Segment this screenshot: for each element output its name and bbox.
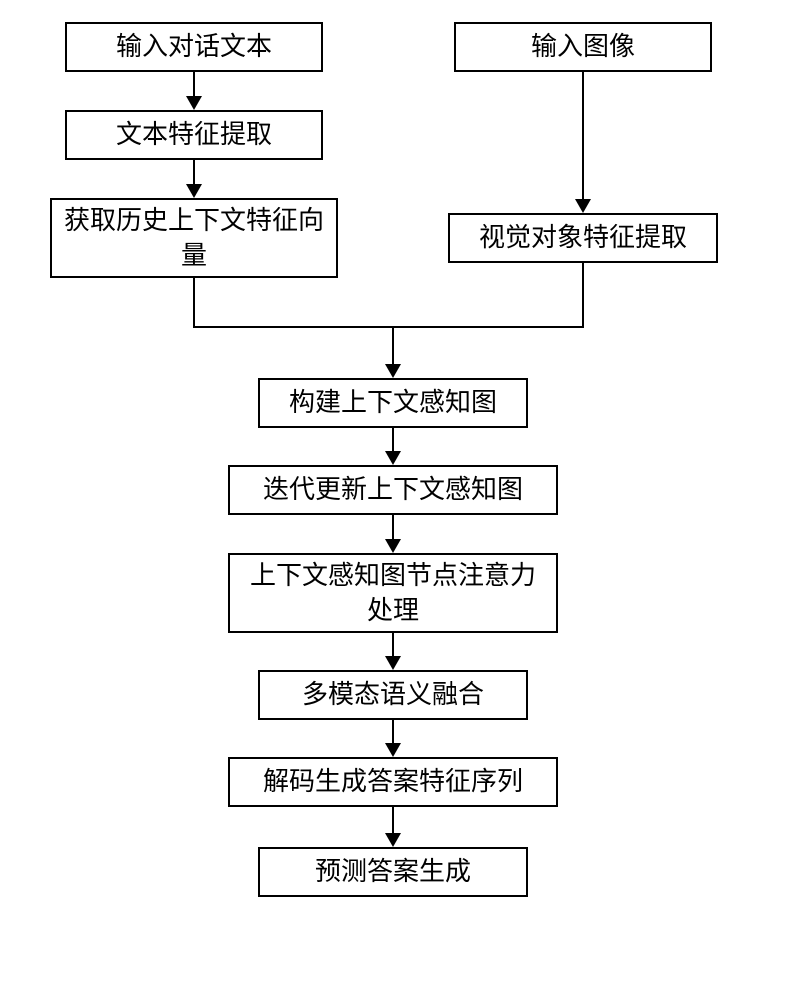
edge-arrowhead bbox=[385, 364, 401, 378]
edge-line bbox=[193, 326, 584, 328]
edge-arrowhead bbox=[385, 656, 401, 670]
node-build-context-graph: 构建上下文感知图 bbox=[258, 378, 528, 428]
edge-arrowhead bbox=[186, 96, 202, 110]
node-label: 文本特征提取 bbox=[116, 117, 272, 152]
node-visual-object-feature: 视觉对象特征提取 bbox=[448, 213, 718, 263]
edge-line bbox=[582, 72, 584, 199]
node-label: 输入对话文本 bbox=[116, 29, 272, 64]
edge-arrowhead bbox=[186, 184, 202, 198]
edge-line bbox=[392, 428, 394, 451]
node-label: 获取历史上下文特征向量 bbox=[60, 203, 328, 273]
edge-line bbox=[392, 326, 394, 364]
node-decode-answer-sequence: 解码生成答案特征序列 bbox=[228, 757, 558, 807]
node-label: 预测答案生成 bbox=[315, 854, 471, 889]
node-label: 输入图像 bbox=[531, 29, 635, 64]
edge-line bbox=[392, 720, 394, 743]
node-label: 多模态语义融合 bbox=[302, 677, 484, 712]
node-label: 迭代更新上下文感知图 bbox=[263, 472, 523, 507]
node-predict-answer: 预测答案生成 bbox=[258, 847, 528, 897]
node-label: 解码生成答案特征序列 bbox=[263, 764, 523, 799]
node-label: 视觉对象特征提取 bbox=[479, 220, 687, 255]
edge-line bbox=[193, 72, 195, 96]
node-history-context-vector: 获取历史上下文特征向量 bbox=[50, 198, 338, 278]
edge-line bbox=[392, 807, 394, 833]
node-input-dialog-text: 输入对话文本 bbox=[65, 22, 323, 72]
edge-line bbox=[582, 263, 584, 328]
edge-arrowhead bbox=[385, 833, 401, 847]
edge-arrowhead bbox=[385, 743, 401, 757]
edge-line bbox=[193, 278, 195, 328]
node-input-image: 输入图像 bbox=[454, 22, 712, 72]
node-label: 构建上下文感知图 bbox=[289, 385, 497, 420]
node-multimodal-fusion: 多模态语义融合 bbox=[258, 670, 528, 720]
node-context-attention: 上下文感知图节点注意力处理 bbox=[228, 553, 558, 633]
node-text-feature-extraction: 文本特征提取 bbox=[65, 110, 323, 160]
edge-arrowhead bbox=[575, 199, 591, 213]
node-label: 上下文感知图节点注意力处理 bbox=[238, 558, 548, 628]
edge-line bbox=[392, 633, 394, 656]
edge-line bbox=[193, 160, 195, 184]
node-iterate-context-graph: 迭代更新上下文感知图 bbox=[228, 465, 558, 515]
flowchart-container: 输入对话文本 文本特征提取 获取历史上下文特征向量 输入图像 视觉对象特征提取 … bbox=[0, 0, 791, 1000]
edge-arrowhead bbox=[385, 539, 401, 553]
edge-arrowhead bbox=[385, 451, 401, 465]
edge-line bbox=[392, 515, 394, 539]
